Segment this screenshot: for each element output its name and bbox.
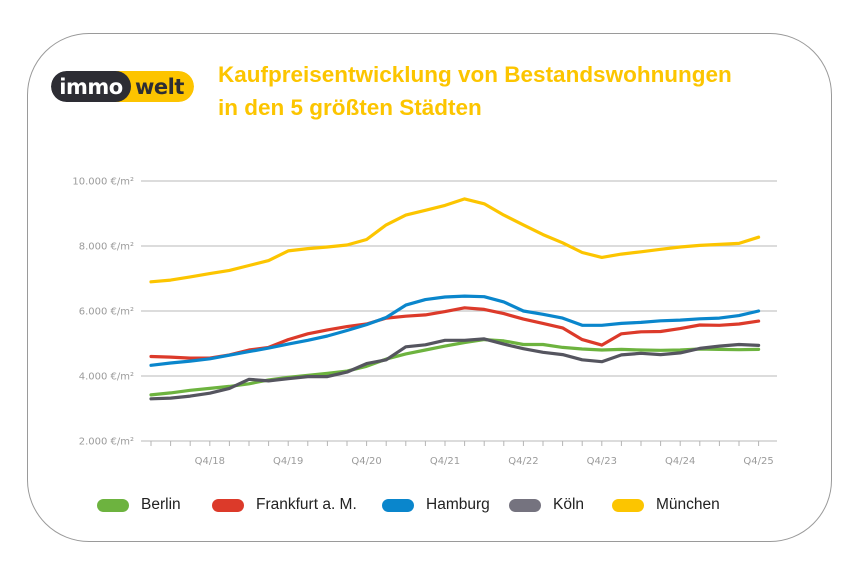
x-tick-label: Q4/24 <box>665 456 695 467</box>
x-tick-label: Q4/25 <box>743 456 773 467</box>
y-tick-label: 8.000 €/m² <box>79 242 134 253</box>
y-tick-label: 10.000 €/m² <box>72 177 134 188</box>
legend-swatch <box>612 498 644 512</box>
x-tick-label: Q4/21 <box>430 456 460 467</box>
x-tick-label: Q4/18 <box>195 456 225 467</box>
x-tick-label: Q4/23 <box>587 456 617 467</box>
legend-swatch <box>509 498 541 512</box>
legend: Berlin Frankfurt a. M. Hamburg Köln München <box>0 496 866 520</box>
x-tick-label: Q4/20 <box>351 456 381 467</box>
legend-item: Frankfurt a. M. <box>212 496 357 514</box>
legend-label: Frankfurt a. M. <box>256 496 357 513</box>
immowelt-logo: immo welt <box>51 71 194 102</box>
legend-item: München <box>612 496 720 514</box>
y-tick-label: 6.000 €/m² <box>79 307 134 318</box>
legend-label: Hamburg <box>426 496 490 513</box>
chart-card <box>27 33 832 542</box>
legend-item: Berlin <box>97 496 181 514</box>
legend-swatch <box>97 498 129 512</box>
y-tick-label: 2.000 €/m² <box>79 437 134 448</box>
legend-item: Köln <box>509 496 584 514</box>
x-tick-label: Q4/22 <box>508 456 538 467</box>
chart-title: Kaufpreisentwicklung von Bestandswohnung… <box>218 58 732 124</box>
legend-label: München <box>656 496 720 513</box>
series-line-münchen <box>149 197 761 284</box>
series-layer <box>149 197 761 401</box>
x-tick-label: Q4/19 <box>273 456 303 467</box>
legend-item: Hamburg <box>382 496 490 514</box>
series-line-köln <box>149 337 761 401</box>
series-line-berlin <box>149 338 761 397</box>
chart-title-line2: in den 5 größten Städten <box>218 95 482 120</box>
grid-layer <box>141 180 777 442</box>
chart-title-line1: Kaufpreisentwicklung von Bestandswohnung… <box>218 62 732 87</box>
y-axis-labels: 2.000 €/m² 4.000 €/m² 6.000 €/m² 8.000 €/m²… <box>72 177 134 448</box>
legend-swatch <box>212 498 244 512</box>
x-axis: Q4/18 Q4/19 Q4/20 Q4/21 Q4/22 Q4/23 Q4/24 Q4/25 <box>150 441 774 467</box>
series-line-hamburg <box>149 294 761 367</box>
legend-swatch <box>382 498 414 512</box>
y-tick-label: 4.000 €/m² <box>79 372 134 383</box>
legend-label: Köln <box>553 496 585 513</box>
logo-part-immo: immo <box>51 71 131 102</box>
legend-label: Berlin <box>141 496 181 513</box>
